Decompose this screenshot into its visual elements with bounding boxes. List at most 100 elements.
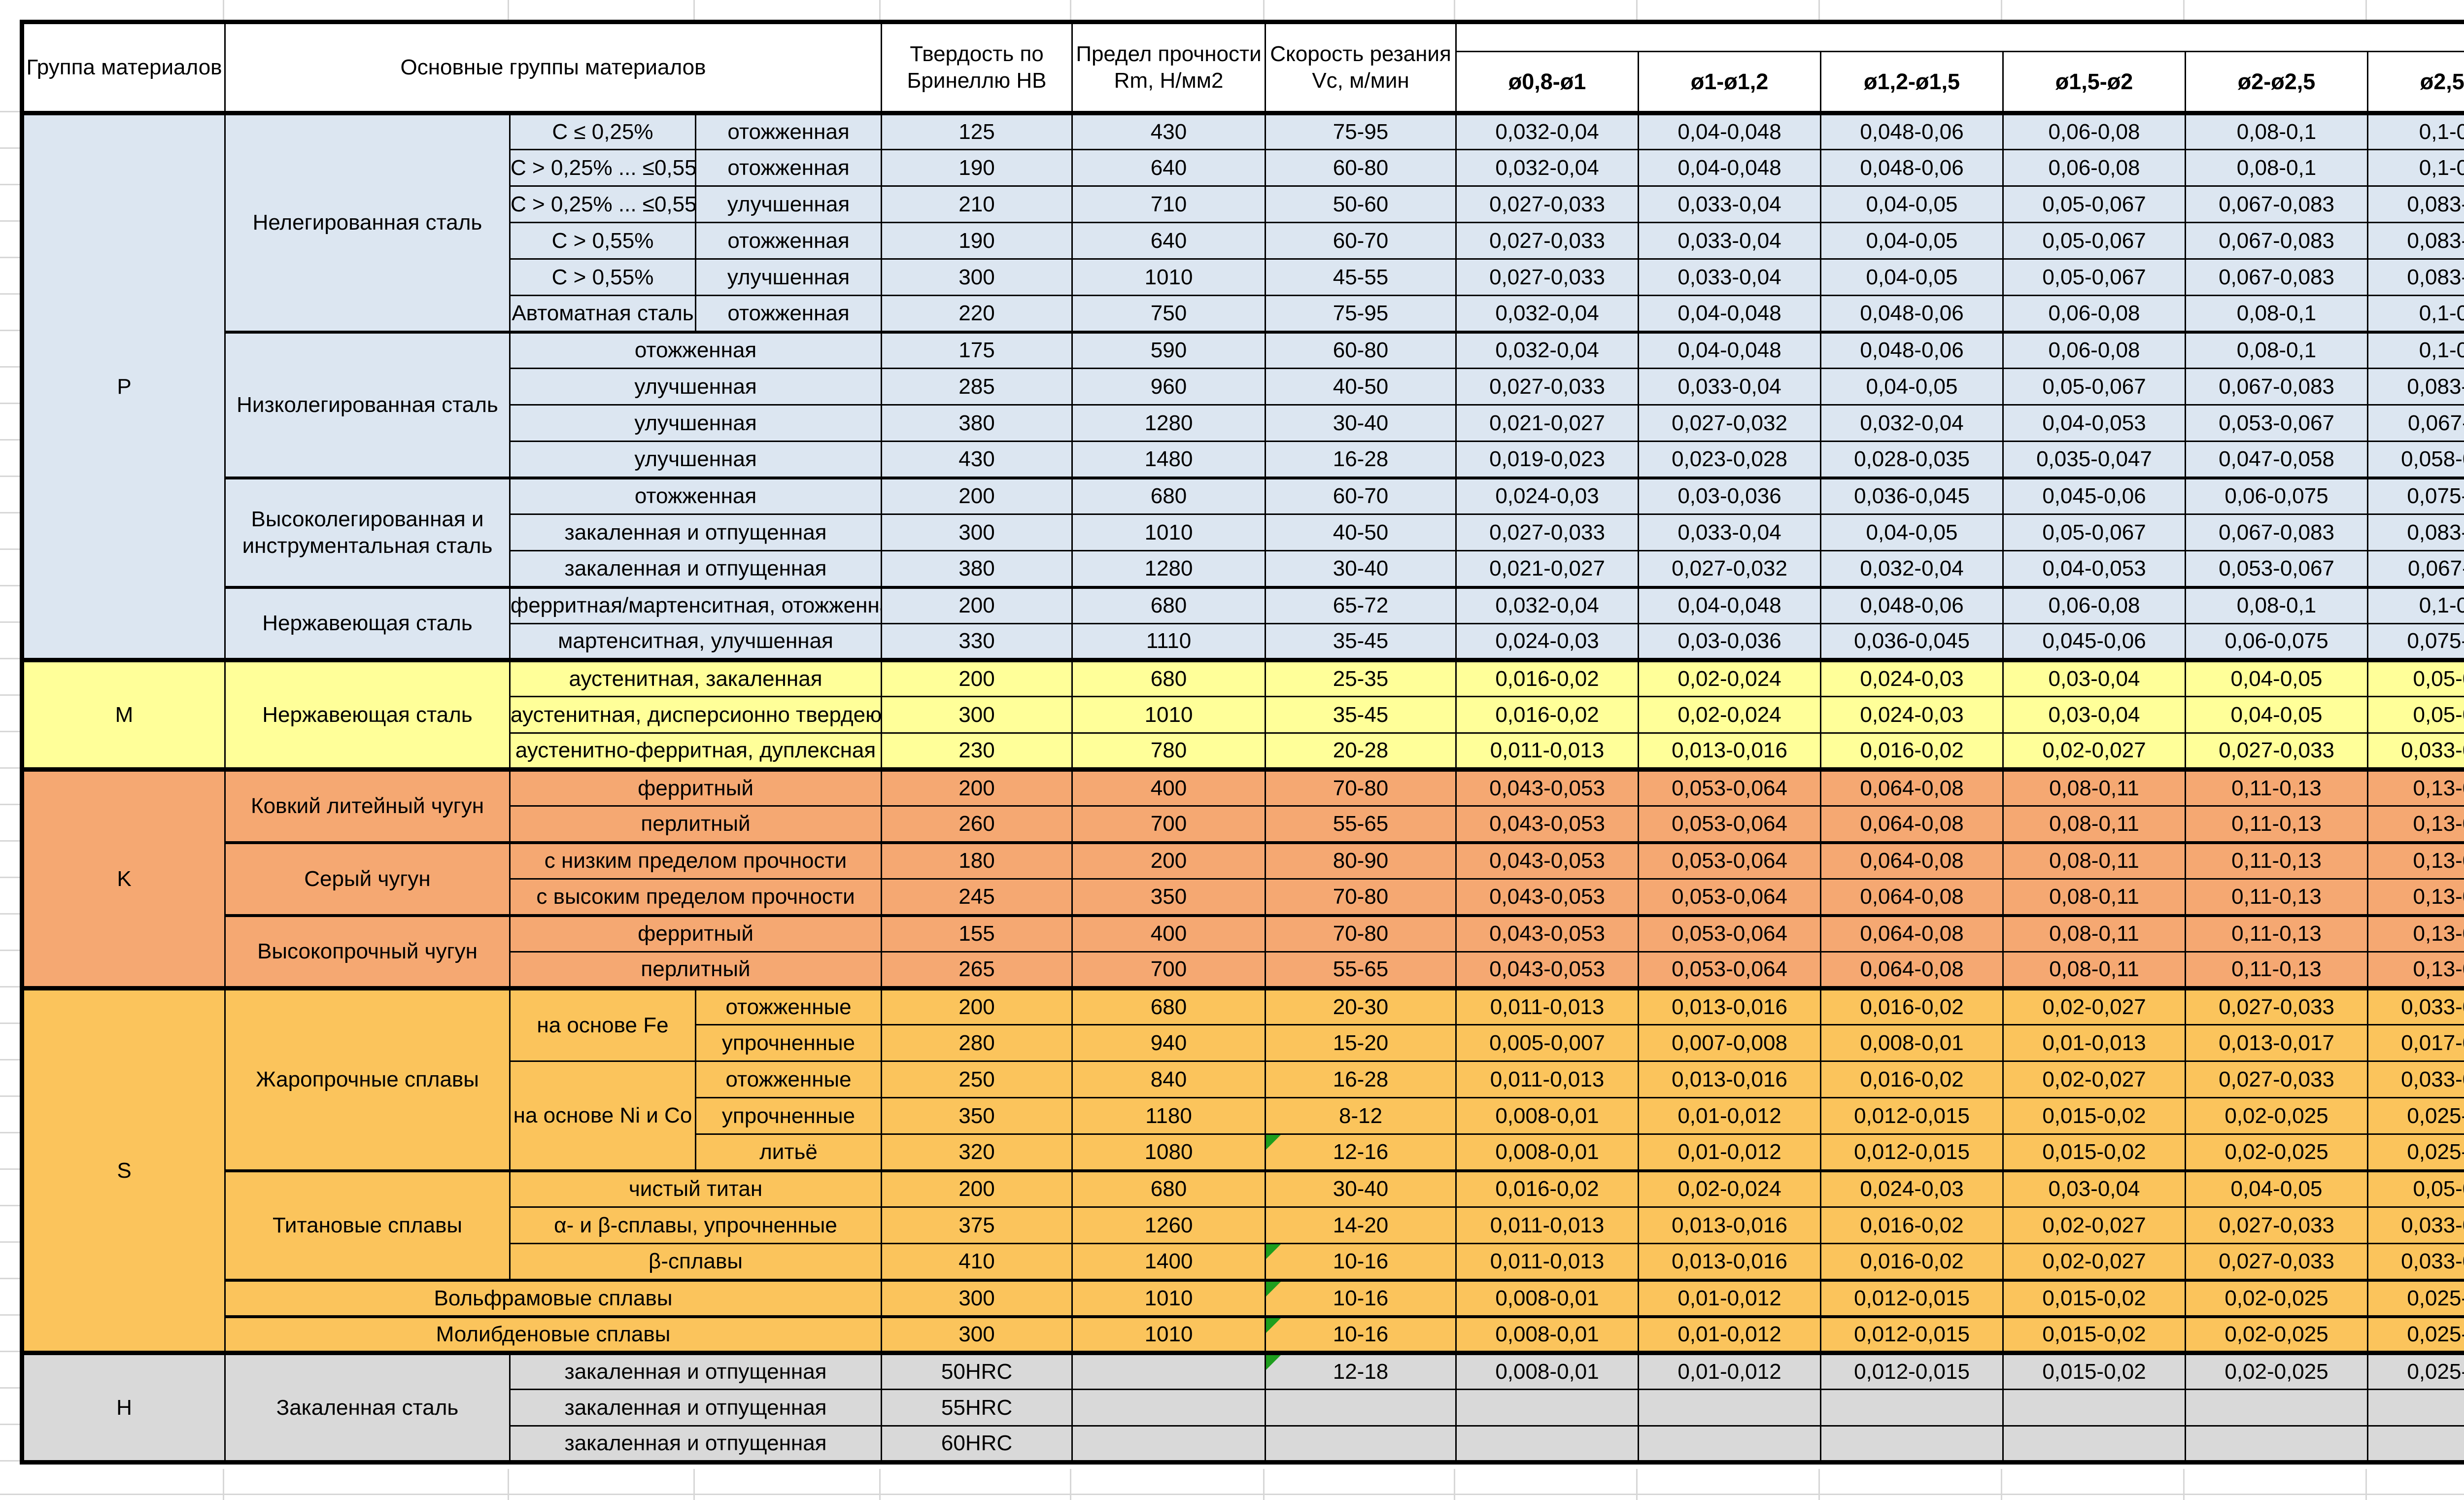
feed-cell[interactable]: 0,04-0,053 (2002, 550, 2187, 588)
material-state-cell[interactable]: с высоким пределом прочности (509, 878, 883, 916)
feed-cell[interactable]: 0,013-0,016 (1638, 732, 1822, 770)
feed-cell[interactable]: 0,05-0,08 (2367, 1169, 2464, 1208)
feed-cell[interactable]: 0,064-0,08 (1820, 951, 2004, 989)
feed-cell[interactable]: 0,02-0,027 (2002, 986, 2187, 1025)
feed-cell[interactable] (2002, 1389, 2187, 1427)
speed-cell[interactable]: 70-80 (1265, 878, 1457, 916)
strength-cell[interactable]: 960 (1071, 368, 1266, 406)
feed-cell[interactable]: 0,019-0,023 (1455, 441, 1640, 478)
family-cell[interactable]: Серый чугун (224, 841, 511, 916)
speed-cell[interactable]: 55-65 (1265, 951, 1457, 989)
feed-cell[interactable]: 0,11-0,13 (2185, 878, 2369, 916)
feed-cell[interactable]: 0,025-0,04 (2367, 1278, 2464, 1317)
col-header-dia-2[interactable]: ø1,2-ø1,5 (1820, 51, 2004, 114)
feed-cell[interactable]: 0,02-0,024 (1638, 696, 1822, 734)
feed-cell[interactable] (2367, 1425, 2464, 1463)
speed-cell[interactable]: 10-16 (1265, 1243, 1457, 1281)
feed-cell[interactable]: 0,06-0,075 (2185, 476, 2369, 515)
feed-cell[interactable]: 0,08-0,11 (2002, 914, 2187, 953)
feed-cell[interactable]: 0,08-0,11 (2002, 841, 2187, 880)
feed-cell[interactable]: 0,015-0,02 (2002, 1315, 2187, 1354)
feed-cell[interactable]: 0,02-0,025 (2185, 1278, 2369, 1317)
feed-cell[interactable]: 0,02-0,025 (2185, 1315, 2369, 1354)
feed-cell[interactable] (1820, 1425, 2004, 1463)
feed-cell[interactable]: 0,016-0,02 (1820, 1060, 2004, 1098)
hardness-cell[interactable]: 320 (881, 1133, 1073, 1171)
material-state-cell[interactable]: аустенитная, закаленная (509, 658, 883, 697)
strength-cell[interactable]: 400 (1071, 767, 1266, 807)
speed-cell[interactable]: 20-28 (1265, 732, 1457, 770)
feed-cell[interactable]: 0,045-0,06 (2002, 476, 2187, 515)
speed-cell[interactable]: 40-50 (1265, 513, 1457, 551)
feed-cell[interactable]: 0,053-0,067 (2185, 404, 2369, 442)
feed-cell[interactable]: 0,016-0,02 (1455, 658, 1640, 697)
hardness-cell[interactable]: 300 (881, 1278, 1073, 1317)
speed-cell[interactable]: 8-12 (1265, 1097, 1457, 1135)
material-state-cell[interactable]: на основе Fe (509, 986, 696, 1062)
feed-cell[interactable]: 0,13-0,21 (2367, 767, 2464, 807)
material-state-cell[interactable]: β-сплавы (509, 1243, 883, 1281)
material-state-cell[interactable]: упрочненные (694, 1097, 883, 1135)
feed-cell[interactable]: 0,033-0,053 (2367, 1060, 2464, 1098)
feed-cell[interactable]: 0,067-0,083 (2185, 258, 2369, 296)
strength-cell[interactable]: 1010 (1071, 1315, 1266, 1354)
feed-cell[interactable]: 0,11-0,13 (2185, 951, 2369, 989)
material-state-cell[interactable]: C > 0,25% ... ≤0,55% (509, 185, 696, 223)
family-cell[interactable]: Закаленная сталь (224, 1351, 511, 1463)
strength-cell[interactable]: 1110 (1071, 623, 1266, 661)
feed-cell[interactable]: 0,024-0,03 (1455, 623, 1640, 661)
feed-cell[interactable]: 0,067-0,083 (2185, 222, 2369, 260)
hardness-cell[interactable]: 155 (881, 914, 1073, 953)
strength-cell[interactable] (1071, 1389, 1266, 1427)
strength-cell[interactable]: 200 (1071, 841, 1266, 880)
material-state-cell[interactable]: перлитный (509, 805, 883, 843)
material-state-cell[interactable]: улучшенная (509, 368, 883, 406)
hardness-cell[interactable]: 430 (881, 441, 1073, 478)
feed-cell[interactable]: 0,04-0,05 (2185, 658, 2369, 697)
strength-cell[interactable] (1071, 1425, 1266, 1463)
hardness-cell[interactable]: 300 (881, 513, 1073, 551)
feed-cell[interactable]: 0,053-0,064 (1638, 951, 1822, 989)
feed-cell[interactable]: 0,04-0,048 (1638, 330, 1822, 369)
speed-cell[interactable]: 75-95 (1265, 111, 1457, 150)
group-code-cell[interactable]: P (21, 111, 226, 661)
feed-cell[interactable]: 0,011-0,013 (1455, 1243, 1640, 1281)
family-cell[interactable]: Высоколегированная и инструментальная ст… (224, 476, 511, 588)
material-state-cell[interactable]: аустенитно-ферритная, дуплексная (509, 732, 883, 770)
speed-cell[interactable]: 60-80 (1265, 149, 1457, 187)
material-state-cell[interactable]: закаленная и отпущенная (509, 1351, 883, 1390)
feed-cell[interactable]: 0,08-0,1 (2185, 295, 2369, 333)
feed-cell[interactable]: 0,033-0,053 (2367, 986, 2464, 1025)
strength-cell[interactable]: 750 (1071, 295, 1266, 333)
feed-cell[interactable]: 0,067-0,11 (2367, 550, 2464, 588)
feed-cell[interactable]: 0,048-0,06 (1820, 330, 2004, 369)
speed-cell[interactable]: 65-72 (1265, 585, 1457, 624)
hardness-cell[interactable]: 125 (881, 111, 1073, 150)
col-header-dia-4[interactable]: ø2-ø2,5 (2185, 51, 2369, 114)
speed-cell[interactable] (1265, 1389, 1457, 1427)
feed-cell[interactable]: 0,012-0,015 (1820, 1278, 2004, 1317)
feed-cell[interactable]: 0,01-0,012 (1638, 1097, 1822, 1135)
feed-cell[interactable]: 0,025-0,04 (2367, 1351, 2464, 1390)
speed-cell[interactable]: 55-65 (1265, 805, 1457, 843)
material-state-cell[interactable]: упрочненные (694, 1024, 883, 1062)
speed-cell[interactable]: 12-18 (1265, 1351, 1457, 1390)
material-state-cell[interactable]: C > 0,25% ... ≤0,55% (509, 149, 696, 187)
feed-cell[interactable]: 0,08-0,11 (2002, 878, 2187, 916)
hardness-cell[interactable]: 55HRC (881, 1389, 1073, 1427)
speed-cell[interactable]: 25-35 (1265, 658, 1457, 697)
hardness-cell[interactable]: 200 (881, 585, 1073, 624)
material-state-cell[interactable]: чистый титан (509, 1169, 883, 1208)
family-cell[interactable]: Ковкий литейный чугун (224, 767, 511, 843)
col-header-feed-band[interactable]: Подача Fn, мм/об (1455, 21, 2464, 52)
hardness-cell[interactable]: 200 (881, 986, 1073, 1025)
hardness-cell[interactable]: 200 (881, 476, 1073, 515)
feed-cell[interactable]: 0,08-0,1 (2185, 585, 2369, 624)
speed-cell[interactable]: 40-50 (1265, 368, 1457, 406)
strength-cell[interactable]: 840 (1071, 1060, 1266, 1098)
feed-cell[interactable]: 0,027-0,033 (1455, 513, 1640, 551)
feed-cell[interactable]: 0,02-0,025 (2185, 1133, 2369, 1171)
material-state-cell[interactable]: C > 0,55% (509, 258, 696, 296)
feed-cell[interactable]: 0,032-0,04 (1455, 111, 1640, 150)
feed-cell[interactable]: 0,053-0,064 (1638, 805, 1822, 843)
